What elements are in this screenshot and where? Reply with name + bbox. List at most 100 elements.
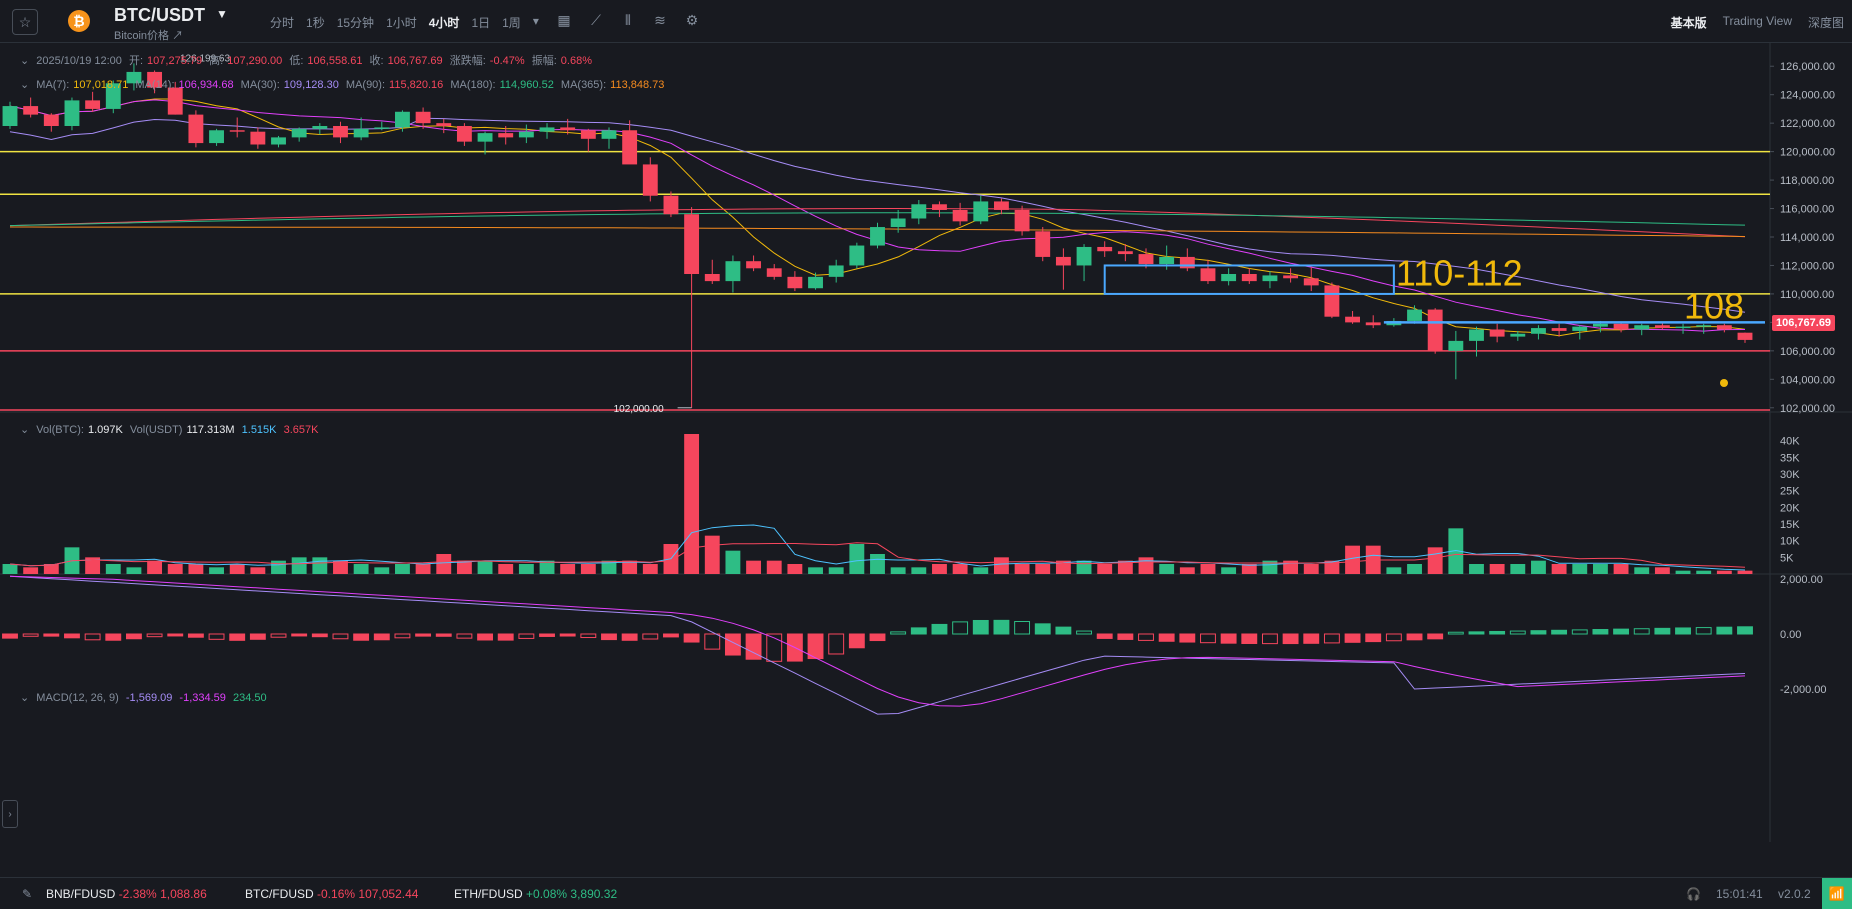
- candle-body: [1345, 316, 1360, 323]
- macd-histogram-bar: [1737, 626, 1753, 635]
- candle-body: [704, 274, 720, 282]
- expand-panel-icon[interactable]: ›: [2, 800, 18, 828]
- price-axis-label: 126,000.00: [1780, 61, 1835, 73]
- macd-axis-label: 2,000.00: [1780, 574, 1823, 586]
- interval-tabs: 分时 1秒 15分钟 1小时 4小时 1日 1周 ▾: [264, 14, 545, 31]
- price-axis-label: 102,000.00: [1780, 403, 1835, 415]
- more-intervals-icon[interactable]: ▾: [532, 14, 539, 28]
- macd-histogram-bar: [580, 633, 597, 639]
- view-tab-basic[interactable]: 基本版: [1670, 16, 1707, 30]
- macd-histogram-bar: [1323, 633, 1340, 644]
- volume-bar: [1716, 570, 1732, 574]
- candle-body: [601, 130, 617, 139]
- interval-tab[interactable]: 1周: [502, 16, 521, 30]
- macd-histogram-bar: [1509, 630, 1526, 635]
- edit-icon[interactable]: ✎: [22, 887, 33, 901]
- view-tab-tradingview[interactable]: Trading View: [1722, 14, 1792, 28]
- macd-histogram-bar: [353, 633, 370, 641]
- price-axis-label: 110,000.00: [1780, 289, 1834, 301]
- macd-histogram-bar: [1179, 633, 1196, 643]
- macd-histogram-bar: [1571, 629, 1588, 635]
- gear-icon[interactable]: ⚙: [685, 12, 699, 28]
- symbol-subtitle[interactable]: Bitcoin价格 ↗: [114, 30, 184, 42]
- volume-bar: [1035, 564, 1051, 574]
- macd-histogram-bar: [1158, 633, 1175, 642]
- interval-tab[interactable]: 15分钟: [336, 16, 375, 30]
- ticker-btc[interactable]: BTC/FDUSD -0.16% 107,052.44: [245, 887, 418, 901]
- amplitude-value: 0.68%: [560, 55, 592, 67]
- calendar-icon[interactable]: ▦: [557, 12, 571, 28]
- interval-tab-active[interactable]: 4小时: [428, 16, 460, 30]
- candle-type-icon[interactable]: ⫴: [625, 12, 631, 28]
- candle-body: [229, 130, 245, 132]
- vol-ma2-value: 3.657K: [283, 424, 319, 436]
- ma90-label: MA(90):: [345, 79, 386, 91]
- caret-down-icon[interactable]: ▼: [216, 7, 228, 21]
- candle-body: [1179, 256, 1195, 269]
- candle-body: [333, 126, 348, 138]
- macd-histogram-bar: [435, 633, 452, 637]
- clock-time: 15:01:41: [1716, 887, 1763, 901]
- price-axis-label: 120,000.00: [1780, 147, 1835, 159]
- indicator-icon[interactable]: ⟋: [591, 12, 601, 28]
- volume-bar: [580, 564, 596, 574]
- support-zone-box: [1103, 264, 1395, 295]
- volume-bar: [1014, 564, 1030, 574]
- volume-bar: [539, 560, 555, 574]
- volume-bar: [911, 567, 927, 574]
- volume-bar: [1696, 570, 1712, 574]
- interval-tab[interactable]: 1秒: [306, 16, 325, 30]
- volume-axis-label: 10K: [1780, 536, 1800, 548]
- ma365-value: 113,848.73: [610, 79, 665, 91]
- interval-tab[interactable]: 分时: [270, 16, 295, 30]
- macd-histogram-bar: [1262, 633, 1278, 645]
- ma90-value: 115,820.16: [389, 79, 444, 91]
- volume-bar: [1386, 567, 1402, 574]
- settings-list-icon[interactable]: ≋: [654, 12, 666, 28]
- macd-histogram-bar: [1427, 633, 1444, 640]
- interval-tab[interactable]: 1日: [471, 16, 491, 30]
- candle-body: [580, 130, 596, 139]
- macd-histogram-bar: [972, 619, 989, 635]
- version: v2.0.2: [1778, 887, 1811, 901]
- interval-tab[interactable]: 1小时: [386, 16, 417, 30]
- volume-bar: [23, 567, 39, 574]
- volume-bar: [1531, 560, 1546, 574]
- notification-dot: [1720, 379, 1728, 387]
- candle-body: [1737, 332, 1753, 340]
- close-value: 106,767.69: [387, 55, 443, 67]
- change-label: 涨跌幅:: [449, 55, 486, 67]
- ticker-bnb[interactable]: BNB/FDUSD -2.38% 1,088.86: [46, 887, 207, 901]
- macd-histogram-bar: [724, 633, 741, 656]
- candle-body: [1076, 246, 1092, 266]
- macd-legend: ⌄ MACD(12, 26, 9) -1,569.09 -1,334.59 23…: [20, 692, 267, 704]
- candle-body: [1531, 328, 1546, 334]
- ticker-eth[interactable]: ETH/FDUSD +0.08% 3,890.32: [454, 887, 617, 901]
- headset-icon[interactable]: 🎧: [1686, 887, 1701, 901]
- macd-histogram-bar: [869, 633, 886, 642]
- price-chart[interactable]: 126,000.00 124,000.00 122,000.00 120,000.00…: [0, 42, 1852, 842]
- zone-label: 110-112: [1396, 253, 1523, 294]
- volume-bar: [1303, 564, 1319, 574]
- change-value: -0.47%: [489, 55, 525, 67]
- candle-body: [43, 114, 59, 126]
- candle-body: [1014, 209, 1030, 232]
- macd-histogram-bar: [1303, 633, 1320, 644]
- macd-histogram-bar: [1282, 633, 1299, 645]
- macd-histogram-bar: [1489, 630, 1506, 635]
- candle-body: [766, 268, 782, 277]
- volume-bar: [1675, 570, 1691, 574]
- symbol-title[interactable]: BTC/USDT: [114, 5, 205, 25]
- volume-bar: [477, 560, 493, 574]
- macd-histogram-bar: [43, 633, 60, 637]
- volume-bar: [766, 560, 782, 574]
- chart-toolbar: ▦ ⟋ ⫴ ≋ ⚙: [548, 12, 708, 29]
- volume-bar: [1076, 560, 1092, 574]
- candle-body: [1159, 256, 1175, 265]
- candle-body: [932, 204, 947, 210]
- macd-histogram-bar: [621, 633, 638, 641]
- ma-legend: ⌄ MA(7): 107,018.71 MA(14): 106,934.68 MA(…: [20, 79, 665, 91]
- amplitude-label: 振幅:: [531, 55, 557, 67]
- star-icon[interactable]: ☆: [12, 9, 38, 35]
- view-tab-depth[interactable]: 深度图: [1807, 16, 1844, 30]
